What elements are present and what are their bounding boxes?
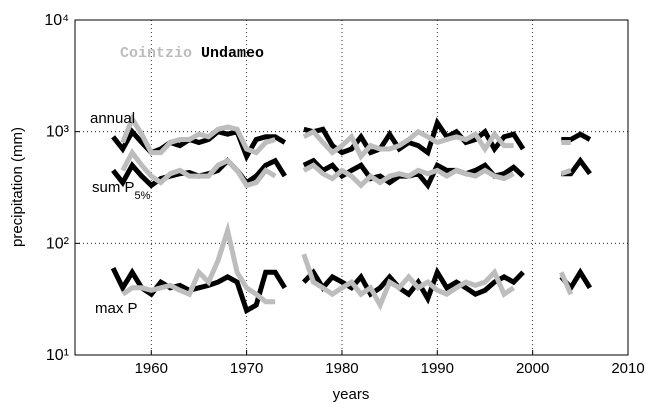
y-tick-label: 10³	[46, 124, 70, 141]
plot-frame	[74, 19, 629, 356]
legend-entry: Undameo	[201, 45, 264, 62]
x-tick-label: 2000	[516, 360, 549, 377]
data-line	[121, 221, 574, 311]
y-tick-label: 10⁴	[44, 12, 69, 29]
y-tick-label: 10¹	[46, 347, 69, 364]
group-label: annual	[90, 110, 135, 127]
legend: Cointzio Undameo	[120, 45, 264, 62]
group-label: max P	[95, 300, 138, 317]
x-tick-label: 1970	[230, 360, 263, 377]
data-line	[120, 113, 571, 161]
group-label-text: sum P	[92, 179, 135, 196]
group-label-text: max P	[95, 300, 138, 317]
legend-entry: Cointzio	[120, 45, 192, 62]
data-line	[110, 266, 593, 315]
x-tick-label: 2010	[611, 360, 644, 377]
group-label-text: annual	[90, 110, 135, 127]
group-label: sum P5%	[92, 179, 151, 202]
x-tick-label: 1990	[421, 360, 454, 377]
y-tick-label: 10²	[46, 235, 70, 252]
x-axis-label: years	[333, 386, 370, 403]
data-line	[111, 117, 592, 163]
x-tick-label: 1980	[325, 360, 358, 377]
data-line	[120, 147, 572, 189]
y-axis-label: precipitation (mm)	[9, 127, 26, 247]
x-tick-label: 1960	[135, 360, 168, 377]
group-label-sub: 5%	[135, 190, 151, 202]
